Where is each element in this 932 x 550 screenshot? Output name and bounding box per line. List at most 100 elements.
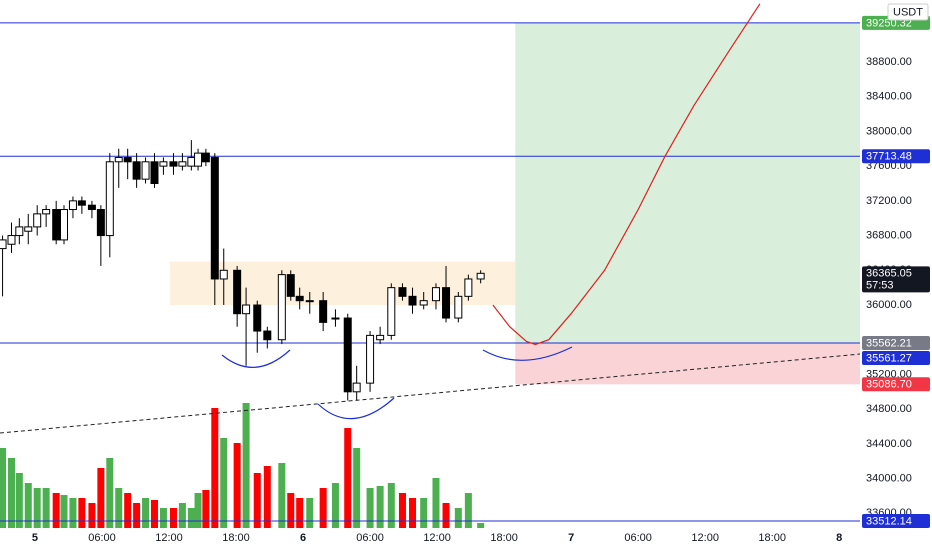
volume-bar bbox=[159, 508, 167, 528]
candle-body bbox=[331, 317, 340, 320]
volume-bar bbox=[24, 483, 32, 528]
candle-body bbox=[7, 235, 16, 245]
x-tick-label: 06:00 bbox=[356, 532, 384, 544]
volume-bar bbox=[133, 503, 141, 528]
volume-bar bbox=[178, 503, 186, 528]
volume-bar bbox=[287, 493, 295, 528]
price-label-box bbox=[862, 377, 930, 392]
candle-body bbox=[366, 334, 375, 384]
price-label: 35086.70 bbox=[866, 379, 912, 391]
volume-bar bbox=[169, 508, 177, 528]
volume-bar bbox=[220, 438, 228, 528]
candle-body bbox=[141, 161, 150, 180]
price-label-box bbox=[862, 266, 930, 293]
x-tick-label: 18:00 bbox=[758, 532, 786, 544]
arc-drawing bbox=[482, 346, 573, 361]
candle-body bbox=[233, 269, 242, 315]
price-label: 33512.14 bbox=[866, 515, 912, 527]
marks bbox=[0, 3, 861, 528]
candle-body bbox=[114, 156, 123, 163]
volume-bar bbox=[15, 473, 23, 528]
price-label: 36365.05 bbox=[866, 268, 912, 280]
candle-body bbox=[24, 226, 33, 232]
volume-bar bbox=[464, 493, 472, 528]
volume-bar bbox=[33, 488, 41, 528]
volume-bar bbox=[106, 458, 114, 528]
x-tick-label: 6 bbox=[300, 532, 306, 544]
candle-body bbox=[263, 330, 272, 341]
drawings bbox=[221, 346, 573, 420]
candle-body bbox=[0, 239, 7, 250]
y-tick-label: 34000.00 bbox=[866, 473, 912, 485]
arc-drawing bbox=[221, 349, 291, 368]
volume-bar bbox=[454, 508, 462, 528]
candle-body bbox=[343, 317, 352, 393]
y-tick-label: 36000.00 bbox=[866, 299, 912, 311]
candle-body bbox=[376, 334, 385, 341]
candle-body bbox=[96, 209, 105, 237]
volume-bar bbox=[202, 490, 210, 528]
volume-bar bbox=[331, 483, 339, 528]
x-tick-label: 8 bbox=[836, 532, 842, 544]
volume-bar bbox=[8, 458, 16, 528]
volume-bar bbox=[398, 493, 406, 528]
candle-body bbox=[87, 204, 96, 211]
candle-body bbox=[408, 295, 417, 306]
volume-bar bbox=[296, 498, 304, 528]
volume-bar bbox=[442, 503, 450, 528]
volume-bar bbox=[306, 498, 314, 528]
candle-body bbox=[454, 295, 463, 319]
volume-bar bbox=[124, 493, 132, 528]
candle-body bbox=[476, 272, 485, 280]
volume-bar bbox=[353, 448, 361, 528]
x-tick-label: 12:00 bbox=[423, 532, 451, 544]
volume-bar bbox=[42, 488, 50, 528]
zone bbox=[515, 343, 860, 385]
volume-bar bbox=[409, 498, 417, 528]
candle-body bbox=[352, 382, 361, 393]
candle-body bbox=[15, 226, 24, 237]
x-tick-label: 12:00 bbox=[155, 532, 183, 544]
volume-bar bbox=[344, 428, 352, 528]
zone bbox=[515, 22, 860, 344]
y-tick-label: 38800.00 bbox=[866, 56, 912, 68]
candle-body bbox=[132, 161, 141, 180]
volume-bar bbox=[60, 495, 68, 528]
candle-body bbox=[242, 304, 251, 315]
x-tick-label: 06:00 bbox=[88, 532, 116, 544]
candle-body bbox=[431, 287, 440, 302]
candle-body bbox=[159, 161, 168, 167]
volume-bar bbox=[194, 493, 202, 528]
candle-body bbox=[387, 287, 396, 336]
candle-body bbox=[442, 287, 451, 319]
candle-body bbox=[52, 209, 61, 241]
countdown: 57:53 bbox=[866, 280, 894, 292]
y-tick-label: 38400.00 bbox=[866, 91, 912, 103]
x-tick-label: 18:00 bbox=[490, 532, 518, 544]
volume-bar bbox=[142, 498, 150, 528]
candle-body bbox=[419, 300, 428, 306]
x-tick-label: 7 bbox=[568, 532, 574, 544]
volume-bar bbox=[263, 466, 271, 528]
projection-line bbox=[492, 3, 761, 346]
volume-bar bbox=[387, 483, 395, 528]
price-label: 37713.48 bbox=[866, 151, 912, 163]
candle-body bbox=[319, 300, 328, 323]
volume-bar bbox=[319, 488, 327, 528]
zone bbox=[170, 261, 516, 306]
volume-bar bbox=[278, 463, 286, 528]
volume-bar bbox=[97, 468, 105, 528]
volume-bar bbox=[420, 498, 428, 528]
candle-body bbox=[60, 209, 69, 241]
price-label: 35561.27 bbox=[866, 352, 912, 364]
y-tick-label: 34400.00 bbox=[866, 438, 912, 450]
candle-body bbox=[398, 287, 407, 297]
volume-bar bbox=[211, 408, 219, 528]
candle-body bbox=[194, 152, 203, 167]
candle-body bbox=[210, 156, 219, 280]
candle-body bbox=[187, 156, 196, 167]
candle-body bbox=[105, 161, 114, 237]
candle-body bbox=[169, 161, 178, 167]
candle-body bbox=[253, 304, 262, 332]
